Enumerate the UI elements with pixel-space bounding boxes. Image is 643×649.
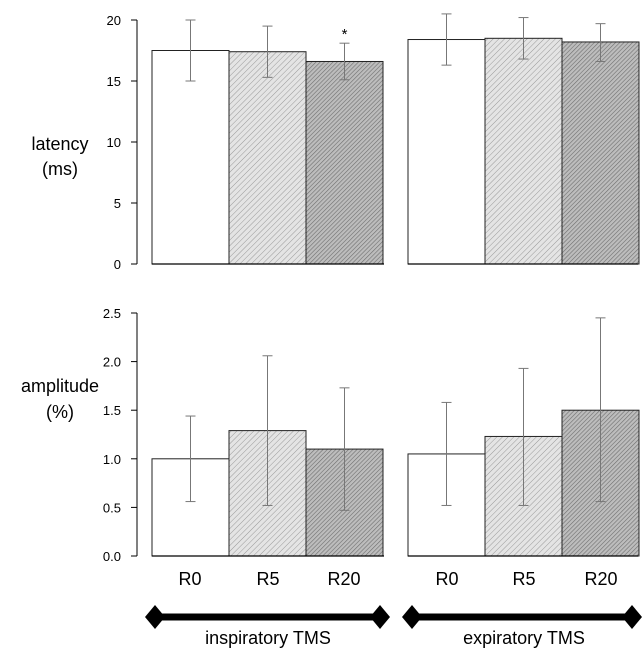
amplitude-tick-label-1: 0.5 [103, 500, 121, 515]
inspiratory-group-bar: inspiratory TMS [145, 605, 390, 648]
amplitude-tick-label-2: 1.0 [103, 452, 121, 467]
latency-tick-label-0: 0 [114, 257, 121, 272]
latency-tick-label-1: 5 [114, 196, 121, 211]
expiratory-group-bar: expiratory TMS [402, 605, 642, 648]
amplitude-ylabel-line2: (%) [46, 402, 74, 422]
amplitude-tick-label-3: 1.5 [103, 403, 121, 418]
latency-bar-4 [484, 37, 563, 265]
inspiratory-right-diamond [370, 605, 390, 629]
category-label-r20-expiratory: R20 [584, 569, 617, 589]
amplitude-ylabel-line1: amplitude [21, 376, 99, 396]
amplitude-bars [151, 317, 640, 557]
inspiratory-left-diamond [145, 605, 165, 629]
inspiratory-group-label: inspiratory TMS [205, 628, 331, 648]
latency-bar-5 [561, 41, 640, 265]
latency-bars: * [151, 13, 640, 265]
category-label-r5-inspiratory: R5 [256, 569, 279, 589]
latency-significance-marker-2: * [342, 26, 348, 43]
latency-tick-label-2: 10 [107, 135, 121, 150]
amplitude-tick-label-0: 0.0 [103, 549, 121, 564]
category-label-r0-inspiratory: R0 [178, 569, 201, 589]
expiratory-group-label: expiratory TMS [463, 628, 585, 648]
latency-bar-1 [228, 51, 307, 265]
latency-bar-2 [305, 60, 384, 265]
expiratory-left-diamond [402, 605, 422, 629]
amplitude-tick-label-4: 2.0 [103, 355, 121, 370]
category-label-r5-expiratory: R5 [512, 569, 535, 589]
latency-panel: 0 5 10 15 20 * latency (ms) [31, 13, 640, 272]
latency-tick-label-3: 15 [107, 74, 121, 89]
latency-tick-label-4: 20 [107, 13, 121, 28]
latency-y-ticks: 0 5 10 15 20 [107, 13, 137, 272]
amplitude-y-ticks: 0.0 0.5 1.0 1.5 2.0 2.5 [103, 306, 137, 564]
category-label-r20-inspiratory: R20 [327, 569, 360, 589]
latency-ylabel-line2: (ms) [42, 159, 78, 179]
latency-bar-0 [151, 50, 230, 265]
latency-bar-3 [407, 39, 486, 265]
expiratory-right-diamond [622, 605, 642, 629]
category-label-r0-expiratory: R0 [435, 569, 458, 589]
amplitude-panel: 0.0 0.5 1.0 1.5 2.0 2.5 amplitude (%) [21, 306, 640, 564]
category-labels: R0 R5 R20 R0 R5 R20 [178, 569, 617, 589]
amplitude-tick-label-5: 2.5 [103, 306, 121, 321]
latency-ylabel-line1: latency [31, 134, 88, 154]
